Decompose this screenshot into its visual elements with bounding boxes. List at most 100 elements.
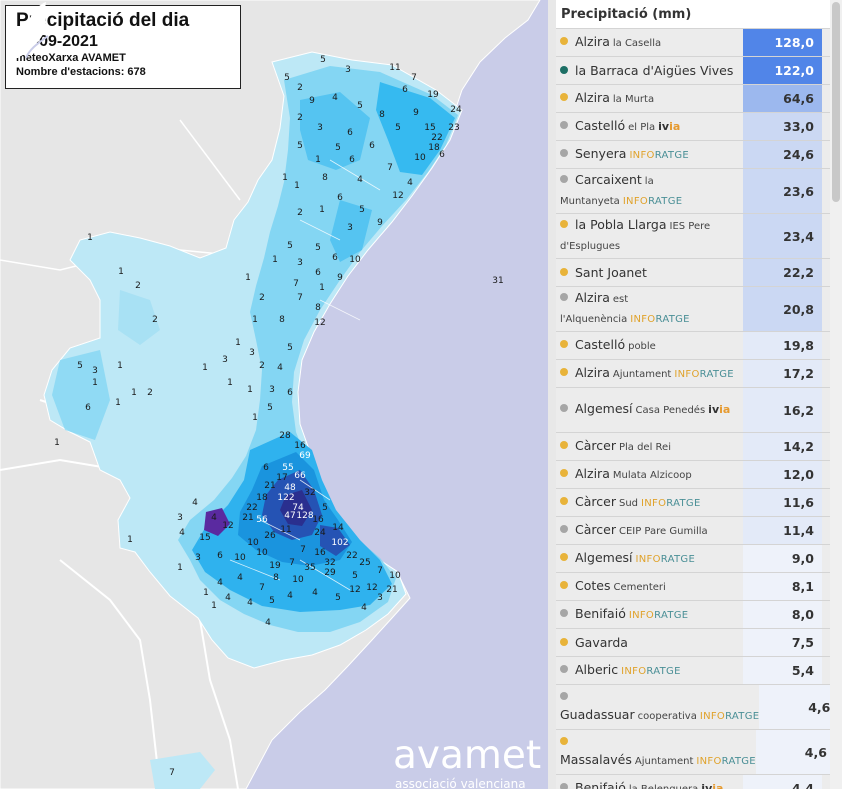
station-value-label[interactable]: 1 bbox=[315, 155, 321, 165]
station-value-label[interactable]: 4 bbox=[407, 178, 413, 188]
station-value-label[interactable]: 1 bbox=[115, 398, 121, 408]
station-value-label[interactable]: 3 bbox=[347, 223, 353, 233]
station-value-label[interactable]: 7 bbox=[411, 73, 417, 83]
station-value-label[interactable]: 2 bbox=[147, 388, 153, 398]
station-value-label[interactable]: 10 bbox=[234, 553, 246, 563]
ranking-row[interactable]: Senyera INFORATGE 24,6 bbox=[556, 140, 830, 168]
station-value-label[interactable]: 21 bbox=[242, 513, 253, 523]
ranking-row[interactable]: Càrcer Pla del Rei 14,2 bbox=[556, 432, 830, 460]
station-value-label[interactable]: 2 bbox=[135, 281, 141, 291]
station-value-label[interactable]: 7 bbox=[169, 768, 175, 778]
station-value-label[interactable]: 5 bbox=[77, 361, 83, 371]
ranking-row[interactable]: Càrcer CEIP Pare Gumilla 11,4 bbox=[556, 516, 830, 544]
station-value-label[interactable]: 7 bbox=[387, 163, 393, 173]
station-value-label[interactable]: 1 bbox=[211, 601, 217, 611]
ranking-row[interactable]: Benifaió INFORATGE 8,0 bbox=[556, 600, 830, 628]
station-value-label[interactable]: 4 bbox=[179, 528, 185, 538]
station-value-label[interactable]: 32 bbox=[304, 488, 315, 498]
station-value-label[interactable]: 6 bbox=[332, 253, 338, 263]
station-value-label[interactable]: 9 bbox=[413, 108, 419, 118]
ranking-row[interactable]: la Barraca d'Aigües Vives 122,0 bbox=[556, 56, 830, 84]
ranking-row[interactable]: Alzira Mulata Alzicoop 12,0 bbox=[556, 460, 830, 488]
station-value-label[interactable]: 17 bbox=[276, 473, 287, 483]
station-value-label[interactable]: 7 bbox=[259, 583, 265, 593]
station-value-label[interactable]: 16 bbox=[294, 441, 306, 451]
panel-scrollbar[interactable] bbox=[830, 0, 842, 789]
station-value-label[interactable]: 1 bbox=[203, 588, 209, 598]
station-value-label[interactable]: 1 bbox=[87, 233, 93, 243]
station-value-label[interactable]: 2 bbox=[297, 113, 303, 123]
station-value-label[interactable]: 5 bbox=[315, 243, 321, 253]
station-name[interactable]: Carcaixent bbox=[575, 172, 642, 187]
precipitation-map[interactable]: 5 5 2 3 11 7 6 19 24 9 23 15 22 18 10 6 8 5 5 4 9 2 3 6 6 5 5 1 6 7 4 1… bbox=[0, 0, 548, 789]
station-value-label[interactable]: 6 bbox=[315, 268, 321, 278]
ranking-row[interactable]: Alzira est l'Alquenència INFORATGE 20,8 bbox=[556, 286, 830, 331]
station-value-label[interactable]: 6 bbox=[347, 128, 353, 138]
station-name[interactable]: Càrcer bbox=[575, 521, 616, 537]
station-name[interactable]: Castelló bbox=[575, 117, 626, 133]
scrollbar-thumb[interactable] bbox=[832, 2, 840, 202]
station-value-label[interactable]: 23 bbox=[448, 123, 459, 133]
station-value-label[interactable]: 1 bbox=[252, 413, 258, 423]
station-value-label[interactable]: 8 bbox=[273, 573, 279, 583]
ranking-row[interactable]: Alzira la Casella 128,0 bbox=[556, 28, 830, 56]
station-value-label[interactable]: 6 bbox=[337, 193, 343, 203]
station-value-label[interactable]: 3 bbox=[249, 348, 255, 358]
station-name[interactable]: Gavarda bbox=[575, 634, 628, 650]
station-value-label[interactable]: 122 bbox=[277, 493, 294, 503]
station-value-label[interactable]: 1 bbox=[245, 273, 251, 283]
station-value-label[interactable]: 14 bbox=[332, 523, 344, 533]
station-name[interactable]: Guadassuar bbox=[560, 707, 635, 722]
station-value-label[interactable]: 10 bbox=[349, 255, 361, 265]
station-value-label[interactable]: 3 bbox=[92, 366, 98, 376]
station-value-label[interactable]: 25 bbox=[359, 558, 370, 568]
ranking-row[interactable]: Algemesí Casa Penedés ivia 16,2 bbox=[556, 387, 830, 432]
station-value-label[interactable]: 4 bbox=[312, 588, 318, 598]
station-name[interactable]: Alzira bbox=[575, 290, 610, 305]
station-value-label[interactable]: 12 bbox=[314, 318, 325, 328]
station-value-label[interactable]: 8 bbox=[315, 303, 321, 313]
station-value-label[interactable]: 4 bbox=[225, 593, 231, 603]
station-value-label[interactable]: 5 bbox=[352, 571, 358, 581]
ranking-row[interactable]: Gavarda 7,5 bbox=[556, 628, 830, 656]
station-value-label[interactable]: 5 bbox=[320, 55, 326, 65]
station-name[interactable]: Algemesí bbox=[575, 401, 633, 416]
station-value-label[interactable]: 21 bbox=[264, 481, 275, 491]
station-value-label[interactable]: 55 bbox=[282, 463, 293, 473]
station-value-label[interactable]: 12 bbox=[366, 583, 377, 593]
station-name[interactable]: Cotes bbox=[575, 577, 611, 593]
station-name[interactable]: Alzira bbox=[575, 465, 610, 481]
station-value-label[interactable]: 9 bbox=[309, 96, 315, 106]
station-value-label[interactable]: 7 bbox=[289, 558, 295, 568]
station-value-label[interactable]: 4 bbox=[192, 498, 198, 508]
station-value-label[interactable]: 1 bbox=[131, 388, 137, 398]
station-value-label[interactable]: 1 bbox=[92, 378, 98, 388]
station-value-label[interactable]: 22 bbox=[431, 133, 442, 143]
station-value-label[interactable]: 10 bbox=[247, 538, 259, 548]
station-value-label[interactable]: 21 bbox=[386, 585, 397, 595]
station-name[interactable]: la Pobla Llarga bbox=[575, 217, 667, 232]
station-value-label[interactable]: 4 bbox=[357, 175, 363, 185]
station-value-label[interactable]: 2 bbox=[297, 208, 303, 218]
station-value-label[interactable]: 2 bbox=[259, 293, 265, 303]
station-value-label[interactable]: 3 bbox=[195, 553, 201, 563]
station-value-label[interactable]: 8 bbox=[322, 173, 328, 183]
station-value-label[interactable]: 5 bbox=[335, 143, 341, 153]
station-value-label[interactable]: 10 bbox=[414, 153, 426, 163]
station-value-label[interactable]: 47 bbox=[284, 511, 295, 521]
station-value-label[interactable]: 16 bbox=[314, 548, 326, 558]
station-value-label[interactable]: 19 bbox=[269, 561, 281, 571]
station-value-label[interactable]: 5 bbox=[269, 596, 275, 606]
station-value-label[interactable]: 1 bbox=[247, 385, 253, 395]
station-value-label[interactable]: 4 bbox=[217, 578, 223, 588]
station-value-label[interactable]: 4 bbox=[247, 598, 253, 608]
station-value-label[interactable]: 5 bbox=[297, 141, 303, 151]
station-value-label[interactable]: 6 bbox=[439, 150, 445, 160]
station-value-label[interactable]: 2 bbox=[259, 361, 265, 371]
ranking-row[interactable]: Massalavés Ajuntament INFORATGE 4,6 bbox=[556, 729, 830, 774]
station-value-label[interactable]: 1 bbox=[319, 205, 325, 215]
station-value-label[interactable]: 12 bbox=[392, 191, 403, 201]
station-value-label[interactable]: 10 bbox=[256, 548, 268, 558]
station-value-label[interactable]: 3 bbox=[222, 355, 228, 365]
ranking-row[interactable]: Alzira la Murta 64,6 bbox=[556, 84, 830, 112]
